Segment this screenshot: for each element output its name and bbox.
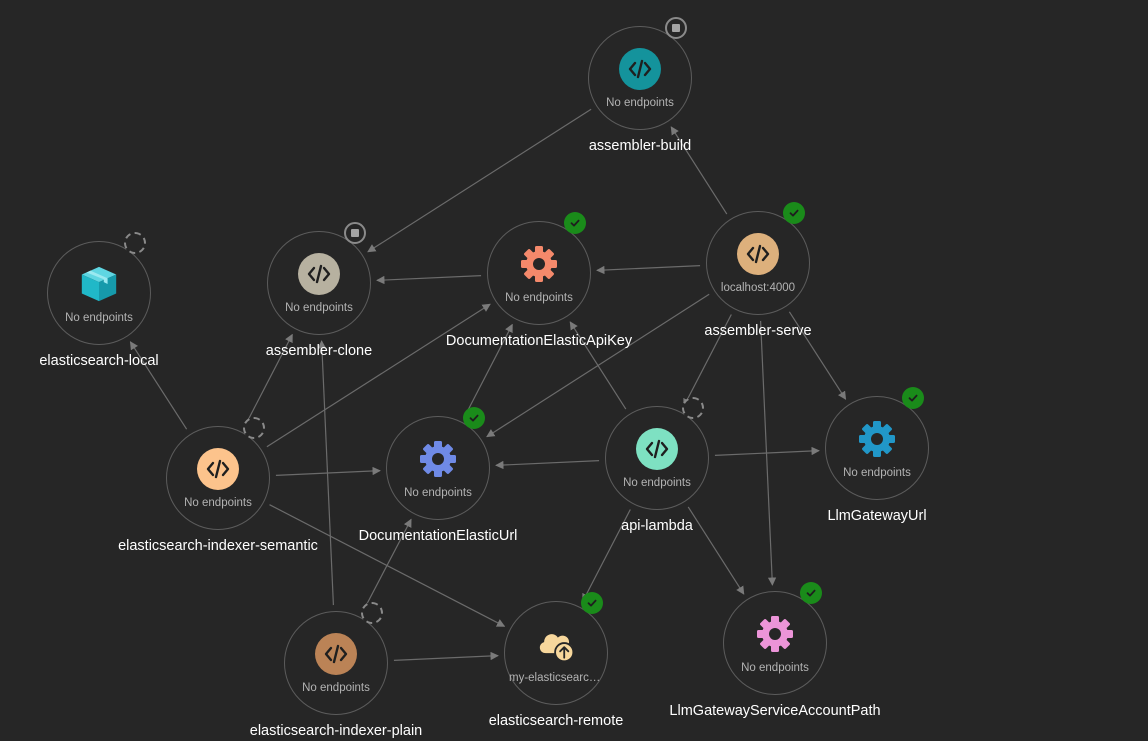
node-documentation-elastic-api-key[interactable]: No endpoints DocumentationElasticApiKey (446, 212, 632, 349)
gear-icon (518, 243, 560, 285)
node-label: elasticsearch-remote (488, 713, 624, 729)
node-documentation-elastic-url[interactable]: No endpoints DocumentationElasticUrl (359, 407, 517, 544)
node-endpoint: No endpoints (606, 97, 674, 109)
node-endpoint: No endpoints (741, 662, 809, 674)
waiting-status-icon (243, 417, 265, 439)
node-llm-gateway-url[interactable]: No endpoints LlmGatewayUrl (825, 387, 929, 524)
node-label: assembler-build (588, 138, 692, 154)
node-label: elasticsearch-local (39, 353, 159, 369)
cloud-upload-icon (535, 623, 577, 665)
stopped-status-icon (344, 222, 366, 244)
code-icon (619, 48, 661, 90)
code-icon (315, 633, 357, 675)
stopped-status-icon (665, 17, 687, 39)
node-label: elasticsearch-indexer-plain (249, 723, 423, 739)
edge-elasticsearch_indexer_plain-to-assembler_clone (317, 340, 335, 606)
node-assembler-build[interactable]: No endpoints assembler-build (588, 17, 692, 154)
node-endpoint: No endpoints (623, 477, 691, 489)
gear-icon (754, 613, 796, 655)
edge-documentation_elastic_api_key-to-assembler_clone (376, 275, 482, 285)
node-label: api-lambda (621, 518, 693, 534)
edge-documentation_elastic_url-to-documentation_elastic_api_key (464, 323, 513, 417)
node-endpoint: No endpoints (184, 497, 252, 509)
node-elasticsearch-remote[interactable]: my-elasticsearch-remote elasticsearch-re… (489, 592, 623, 729)
node-assembler-serve[interactable]: localhost:4000 assembler-serve (704, 202, 812, 339)
edge-api_lambda-to-documentation_elastic_api_key (569, 321, 627, 410)
node-endpoint: No endpoints (285, 302, 353, 314)
node-endpoint[interactable]: my-elasticsearch-remote (509, 672, 603, 684)
node-elasticsearch-local[interactable]: No endpoints elasticsearch-local (39, 232, 159, 369)
node-endpoint: No endpoints (65, 312, 133, 324)
node-label: LlmGatewayUrl (827, 508, 927, 524)
gear-icon (856, 418, 898, 460)
edge-assembler_serve-to-documentation_elastic_api_key (596, 265, 701, 275)
edge-assembler_serve-to-llm_gateway_url (788, 311, 847, 400)
node-elasticsearch-indexer-plain[interactable]: No endpoints elasticsearch-indexer-plain (250, 602, 422, 739)
running-check-icon (800, 582, 822, 604)
running-check-icon (564, 212, 586, 234)
edge-elasticsearch_indexer_plain-to-elasticsearch_remote (393, 651, 499, 661)
waiting-status-icon (124, 232, 146, 254)
edge-api_lambda-to-elasticsearch_remote (582, 509, 631, 603)
edge-assembler_serve-to-assembler_build (670, 126, 728, 215)
code-icon (298, 253, 340, 295)
node-elasticsearch-indexer-semantic[interactable]: No endpoints elasticsearch-indexer-seman… (118, 417, 318, 554)
node-label: DocumentationElasticApiKey (445, 333, 633, 349)
node-label: elasticsearch-indexer-semantic (118, 538, 318, 554)
node-label: DocumentationElasticUrl (358, 528, 518, 544)
running-check-icon (783, 202, 805, 224)
node-assembler-clone[interactable]: No endpoints assembler-clone (266, 222, 372, 359)
edge-api_lambda-to-llm_gateway_service_account_path (687, 506, 745, 595)
edge-assembler_serve-to-api_lambda (683, 314, 732, 408)
edge-assembler_build-to-assembler_clone (367, 108, 592, 253)
node-endpoint: localhost:4000 (720, 282, 796, 294)
node-label: assembler-serve (704, 323, 812, 339)
edge-api_lambda-to-llm_gateway_url (714, 446, 820, 456)
node-llm-gateway-service-account-path[interactable]: No endpoints LlmGatewayServiceAccountPat… (669, 582, 881, 719)
running-check-icon (902, 387, 924, 409)
code-icon (737, 233, 779, 275)
node-endpoint: No endpoints (302, 682, 370, 694)
waiting-status-icon (682, 397, 704, 419)
node-label: assembler-clone (265, 343, 373, 359)
container-box-icon (78, 263, 120, 305)
running-check-icon (581, 592, 603, 614)
waiting-status-icon (361, 602, 383, 624)
gear-icon (417, 438, 459, 480)
code-icon (197, 448, 239, 490)
node-label: LlmGatewayServiceAccountPath (669, 703, 881, 719)
edge-elasticsearch_indexer_semantic-to-assembler_clone (244, 333, 293, 427)
edge-elasticsearch_indexer_semantic-to-elasticsearch_local (129, 341, 188, 430)
running-check-icon (463, 407, 485, 429)
node-endpoint: No endpoints (505, 292, 573, 304)
edge-elasticsearch_indexer_plain-to-documentation_elastic_url (362, 518, 412, 612)
node-endpoint: No endpoints (843, 467, 911, 479)
edge-elasticsearch_indexer_semantic-to-documentation_elastic_api_key (266, 303, 491, 448)
edge-api_lambda-to-documentation_elastic_url (495, 460, 600, 470)
node-api-lambda[interactable]: No endpoints api-lambda (605, 397, 709, 534)
code-icon (636, 428, 678, 470)
node-endpoint: No endpoints (404, 487, 472, 499)
